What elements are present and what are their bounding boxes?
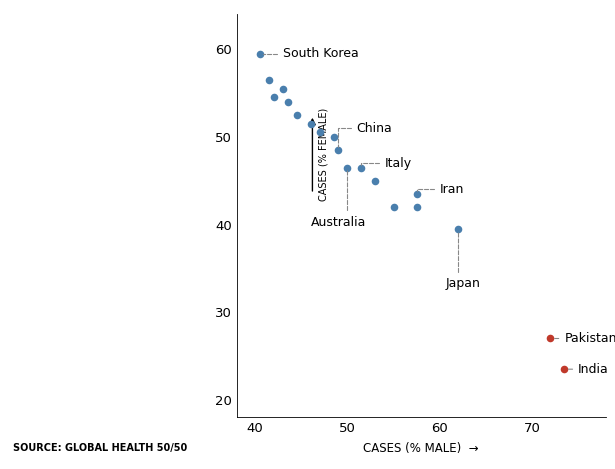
Point: [412, 203, 422, 211]
Point: [328, 133, 338, 141]
Text: South Korea: South Korea: [263, 47, 359, 60]
Text: Australia: Australia: [311, 170, 366, 229]
Point: [282, 98, 292, 106]
Point: [453, 225, 463, 233]
Text: Iran: Iran: [417, 183, 464, 196]
Point: [278, 85, 288, 92]
Text: SOURCE: GLOBAL HEALTH 50/50: SOURCE: GLOBAL HEALTH 50/50: [14, 443, 188, 453]
Point: [370, 177, 380, 184]
Point: [357, 164, 367, 171]
Text: India: India: [567, 363, 609, 376]
Point: [546, 335, 555, 342]
Point: [343, 164, 352, 171]
X-axis label: CASES (% MALE)  →: CASES (% MALE) →: [363, 442, 479, 455]
Text: Pakistan: Pakistan: [554, 332, 615, 345]
Point: [306, 120, 315, 128]
Text: China: China: [338, 121, 392, 147]
Point: [292, 111, 301, 119]
Point: [264, 76, 274, 83]
Point: [389, 203, 399, 211]
Text: More than 70%
COVID-19 patients
in India and Pakistan
are men. In most
other nat: More than 70% COVID-19 patients in India…: [18, 73, 156, 313]
Text: Japan: Japan: [445, 232, 480, 290]
Point: [255, 50, 264, 57]
Text: Italy: Italy: [362, 157, 411, 170]
Point: [333, 146, 343, 154]
Point: [412, 190, 422, 197]
Point: [315, 129, 325, 136]
Point: [269, 94, 279, 101]
Text: CASES (% FEMALE): CASES (% FEMALE): [319, 108, 329, 201]
Text: Gender skew: Gender skew: [18, 13, 170, 33]
Point: [560, 365, 569, 373]
